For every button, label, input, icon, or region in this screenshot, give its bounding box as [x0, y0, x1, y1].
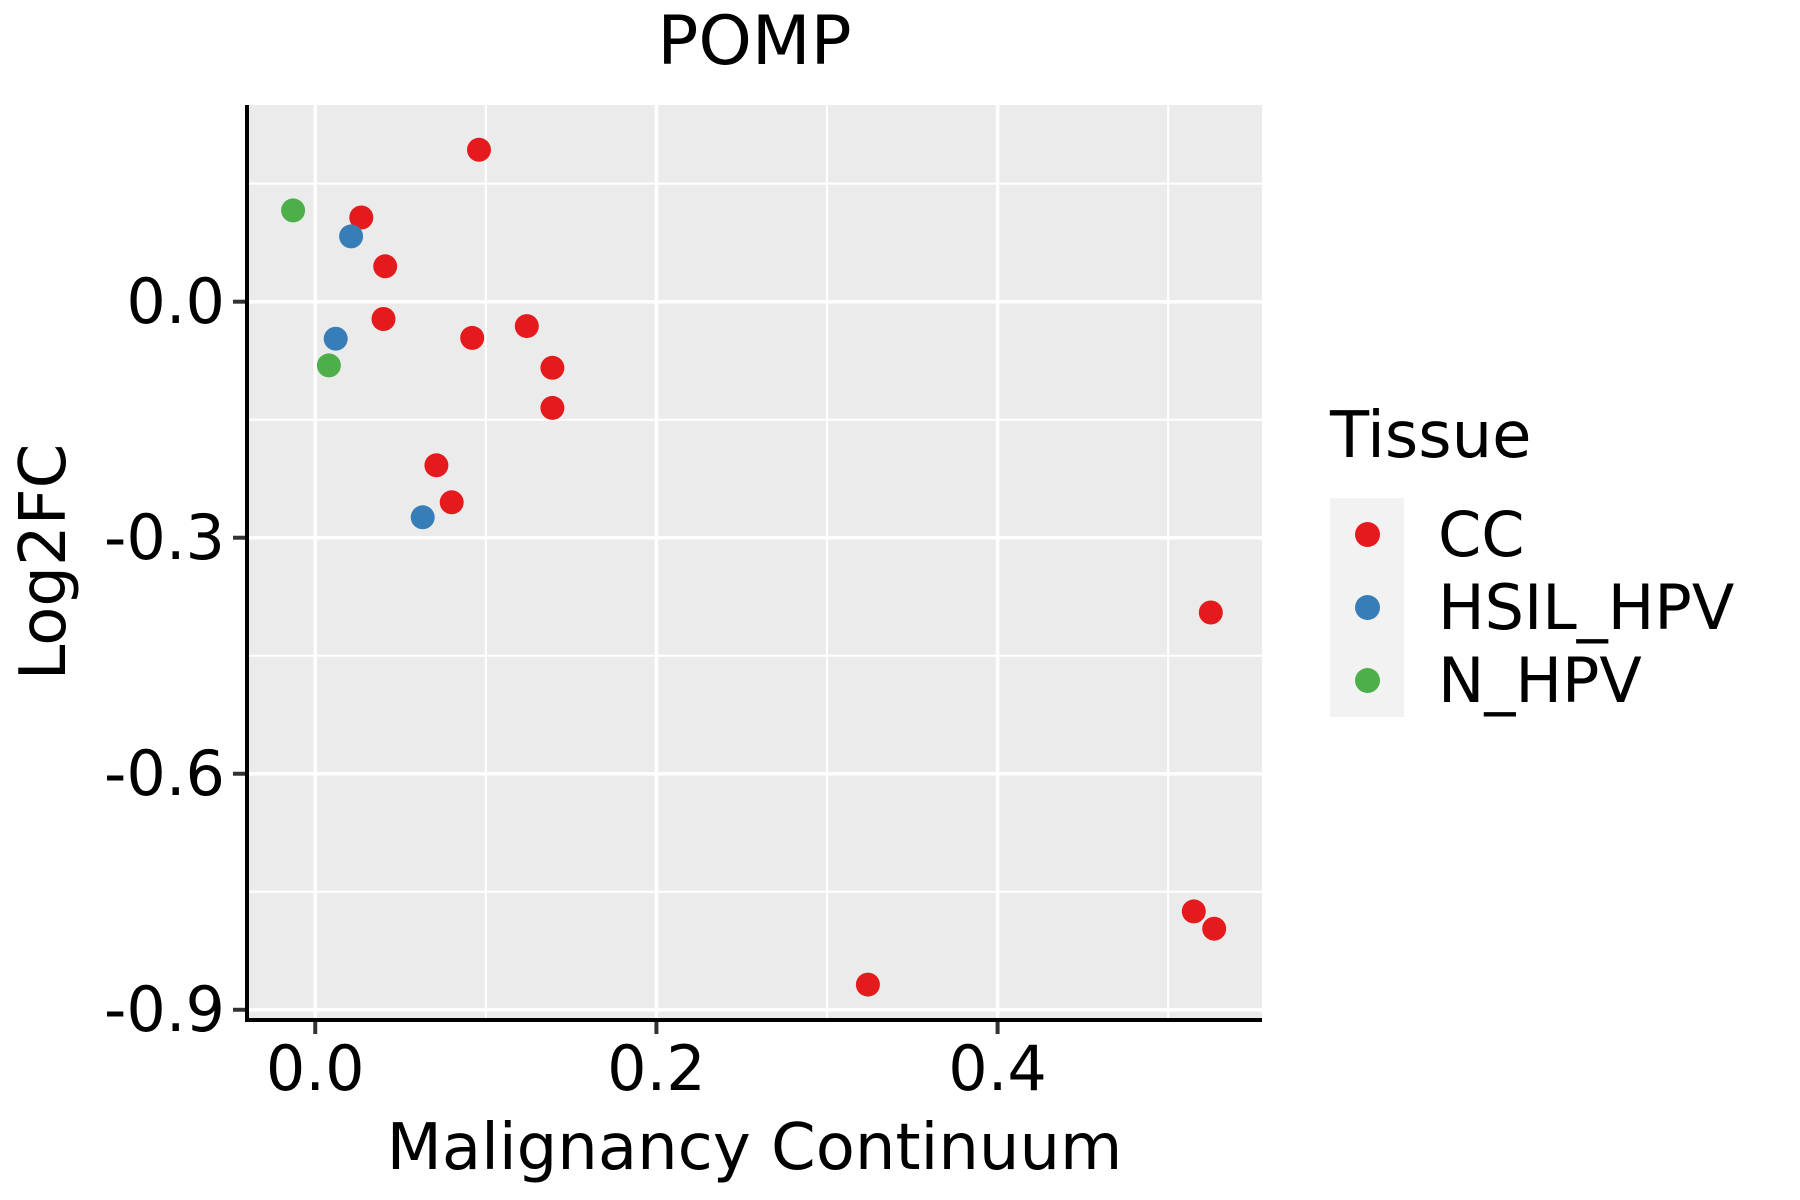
- y-tick-label: -0.6: [104, 736, 225, 810]
- cc-dot-icon: [1354, 522, 1380, 547]
- data-point-cc: [439, 490, 464, 515]
- y-tick-label: -0.3: [104, 500, 225, 574]
- legend-item-cc: CC: [1330, 498, 1734, 571]
- chart-title: POMP: [657, 2, 852, 81]
- legend-label: CC: [1438, 497, 1525, 571]
- n-hpv-dot-icon: [1354, 668, 1380, 693]
- x-axis-title: Malignancy Continuum: [386, 1111, 1123, 1185]
- data-point-cc: [424, 453, 449, 478]
- legend-label: N_HPV: [1438, 643, 1642, 717]
- data-point-hsil_hpv: [410, 505, 435, 530]
- data-point-hsil_hpv: [323, 326, 348, 351]
- data-point-cc: [373, 254, 398, 279]
- data-point-cc: [349, 205, 374, 230]
- data-point-cc: [514, 314, 539, 339]
- data-point-n_hpv: [316, 353, 341, 378]
- y-tick-label: 0.0: [126, 264, 225, 338]
- data-point-cc: [1181, 899, 1206, 924]
- legend-key-box: [1330, 644, 1404, 717]
- data-point-cc: [540, 355, 565, 380]
- data-point-hsil_hpv: [339, 224, 364, 249]
- data-point-cc: [460, 325, 485, 350]
- data-point-cc: [467, 137, 491, 162]
- legend-label: HSIL_HPV: [1438, 570, 1735, 644]
- data-point-cc: [540, 395, 565, 420]
- legend-item-hsil-hpv: HSIL_HPV: [1330, 571, 1734, 644]
- legend-key-box: [1330, 571, 1404, 644]
- legend-title: Tissue: [1330, 399, 1532, 473]
- legend: Tissue CC HSIL_HPV N_HPV: [1330, 404, 1734, 717]
- panel-background: [247, 105, 1262, 1020]
- x-tick-label: 0.0: [265, 1032, 365, 1105]
- legend-item-n-hpv: N_HPV: [1330, 644, 1734, 717]
- legend-key-box: [1330, 498, 1404, 571]
- data-point-cc: [371, 307, 396, 331]
- data-point-cc: [1198, 600, 1223, 625]
- data-point-cc: [855, 972, 880, 997]
- x-tick-label: 0.4: [948, 1032, 1047, 1105]
- data-point-cc: [1202, 916, 1227, 941]
- x-tick-label: 0.2: [607, 1032, 706, 1105]
- hsil-hpv-dot-icon: [1354, 595, 1380, 620]
- y-tick-label: -0.9: [104, 972, 225, 1046]
- data-point-n_hpv: [281, 198, 306, 223]
